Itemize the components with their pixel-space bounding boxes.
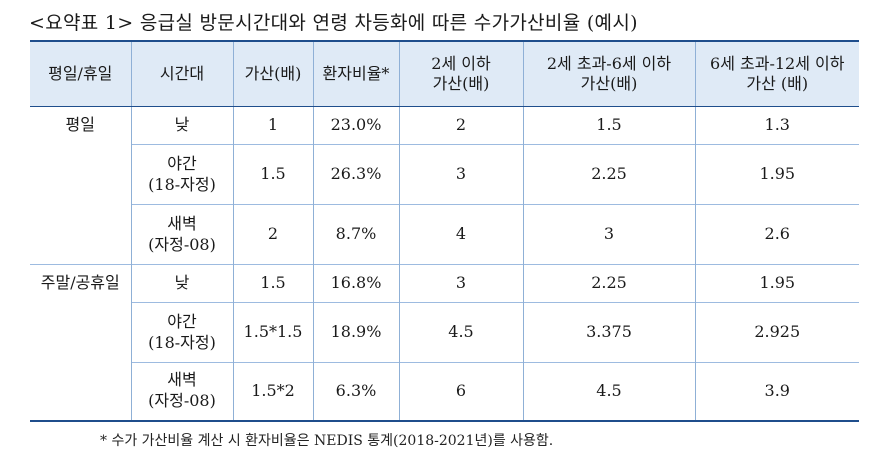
ratio-cell: 16.8%	[312, 264, 400, 303]
table-row: 주말/공휴일 낮 1.5 16.8% 3 2.25 1.95	[30, 264, 859, 303]
multiplier-cell: 1.5	[232, 144, 314, 205]
age2-cell: 2	[398, 106, 524, 145]
table-row: 새벽 (자정-08) 1.5*2 6.3% 6 4.5 3.9	[30, 362, 859, 422]
age6-cell: 2.25	[522, 144, 696, 205]
age2-cell: 6	[398, 362, 524, 422]
age6-cell: 4.5	[522, 362, 696, 422]
group-cell	[30, 362, 132, 422]
age2-cell: 4	[398, 204, 524, 265]
time-cell: 낮	[130, 106, 234, 145]
ratio-cell: 6.3%	[312, 362, 400, 422]
multiplier-cell: 2	[232, 204, 314, 265]
multiplier-cell: 1.5*2	[232, 362, 314, 422]
header-age-12: 6세 초과-12세 이하 가산 (배)	[694, 40, 859, 107]
group-cell: 평일	[30, 106, 132, 145]
ratio-cell: 26.3%	[312, 144, 400, 205]
footnote: * 수가 가산비율 계산 시 환자비율은 NEDIS 통계(2018-2021년…	[100, 433, 554, 449]
time-cell: 낮	[130, 264, 234, 303]
ratio-cell: 8.7%	[312, 204, 400, 265]
surcharge-table: 평일/휴일 시간대 가산(배) 환자비율* 2세 이하 가산(배) 2세 초과-6…	[30, 40, 859, 422]
age12-cell: 3.9	[694, 362, 859, 422]
age12-cell: 1.95	[694, 264, 859, 303]
multiplier-cell: 1	[232, 106, 314, 145]
header-time-slot: 시간대	[130, 40, 234, 107]
group-cell	[30, 302, 132, 363]
age6-cell: 3.375	[522, 302, 696, 363]
header-age-6: 2세 초과-6세 이하 가산(배)	[522, 40, 696, 107]
header-day-type: 평일/휴일	[30, 40, 132, 107]
ratio-cell: 18.9%	[312, 302, 400, 363]
table-title: <요약표 1> 응급실 방문시간대와 연령 차등화에 따른 수가가산비율 (예시…	[29, 12, 638, 34]
time-cell: 새벽 (자정-08)	[130, 362, 234, 422]
age6-cell: 2.25	[522, 264, 696, 303]
multiplier-cell: 1.5	[232, 264, 314, 303]
age12-cell: 1.95	[694, 144, 859, 205]
table-row: 평일 낮 1 23.0% 2 1.5 1.3	[30, 106, 859, 145]
table-row: 새벽 (자정-08) 2 8.7% 4 3 2.6	[30, 204, 859, 265]
age12-cell: 2.6	[694, 204, 859, 265]
age6-cell: 3	[522, 204, 696, 265]
multiplier-cell: 1.5*1.5	[232, 302, 314, 363]
time-cell: 야간 (18-자정)	[130, 302, 234, 363]
group-cell	[30, 204, 132, 265]
group-cell	[30, 144, 132, 205]
ratio-cell: 23.0%	[312, 106, 400, 145]
header-multiplier: 가산(배)	[232, 40, 314, 107]
time-cell: 야간 (18-자정)	[130, 144, 234, 205]
table-row: 야간 (18-자정) 1.5 26.3% 3 2.25 1.95	[30, 144, 859, 205]
age12-cell: 2.925	[694, 302, 859, 363]
age2-cell: 3	[398, 264, 524, 303]
time-cell: 새벽 (자정-08)	[130, 204, 234, 265]
age12-cell: 1.3	[694, 106, 859, 145]
header-row: 평일/휴일 시간대 가산(배) 환자비율* 2세 이하 가산(배) 2세 초과-6…	[30, 40, 859, 107]
header-age-2: 2세 이하 가산(배)	[398, 40, 524, 107]
age2-cell: 4.5	[398, 302, 524, 363]
age2-cell: 3	[398, 144, 524, 205]
group-cell: 주말/공휴일	[30, 264, 132, 303]
table-row: 야간 (18-자정) 1.5*1.5 18.9% 4.5 3.375 2.925	[30, 302, 859, 363]
header-patient-ratio: 환자비율*	[312, 40, 400, 107]
age6-cell: 1.5	[522, 106, 696, 145]
